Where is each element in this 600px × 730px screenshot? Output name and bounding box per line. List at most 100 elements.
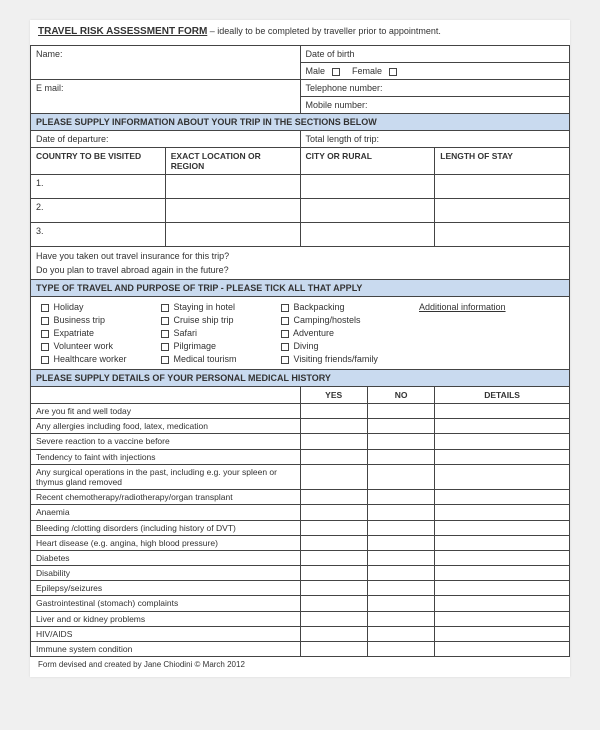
med-yes-5[interactable] bbox=[300, 490, 367, 505]
med-no-11[interactable] bbox=[367, 581, 434, 596]
med-yes-1[interactable] bbox=[300, 419, 367, 434]
medical-section-header: PLEASE SUPPLY DETAILS OF YOUR PERSONAL M… bbox=[31, 370, 570, 387]
med-q-15: Immune system condition bbox=[31, 642, 301, 657]
email-field[interactable]: E mail: bbox=[31, 80, 301, 114]
country-1[interactable]: 1. bbox=[31, 175, 166, 199]
med-no-4[interactable] bbox=[367, 464, 434, 489]
col-details: DETAILS bbox=[435, 387, 570, 404]
stay-3[interactable] bbox=[435, 223, 570, 247]
med-details-9[interactable] bbox=[435, 550, 570, 565]
med-details-0[interactable] bbox=[435, 404, 570, 419]
med-details-6[interactable] bbox=[435, 505, 570, 520]
additional-info-link[interactable]: Additional information bbox=[419, 302, 561, 312]
country-2[interactable]: 2. bbox=[31, 199, 166, 223]
med-no-9[interactable] bbox=[367, 550, 434, 565]
med-details-7[interactable] bbox=[435, 520, 570, 535]
cityrural-2[interactable] bbox=[300, 199, 435, 223]
med-yes-13[interactable] bbox=[300, 611, 367, 626]
departure-field[interactable]: Date of departure: bbox=[31, 131, 301, 148]
telephone-field[interactable]: Telephone number: bbox=[300, 80, 570, 97]
med-details-2[interactable] bbox=[435, 434, 570, 449]
opt-backpacking[interactable]: Backpacking bbox=[279, 302, 419, 312]
cityrural-1[interactable] bbox=[300, 175, 435, 199]
female-checkbox[interactable] bbox=[389, 68, 397, 76]
opt-camping[interactable]: Camping/hostels bbox=[279, 315, 419, 325]
med-q-1: Any allergies including food, latex, med… bbox=[31, 419, 301, 434]
opt-expatriate[interactable]: Expatriate bbox=[39, 328, 159, 338]
med-no-0[interactable] bbox=[367, 404, 434, 419]
form-table: Name: Date of birth Male Female E mail: … bbox=[30, 45, 570, 657]
stay-2[interactable] bbox=[435, 199, 570, 223]
med-details-8[interactable] bbox=[435, 535, 570, 550]
med-q-0: Are you fit and well today bbox=[31, 404, 301, 419]
med-no-12[interactable] bbox=[367, 596, 434, 611]
med-details-15[interactable] bbox=[435, 642, 570, 657]
location-2[interactable] bbox=[165, 199, 300, 223]
med-q-3: Tendency to faint with injections bbox=[31, 449, 301, 464]
mobile-field[interactable]: Mobile number: bbox=[300, 97, 570, 114]
med-no-13[interactable] bbox=[367, 611, 434, 626]
male-checkbox[interactable] bbox=[332, 68, 340, 76]
med-yes-8[interactable] bbox=[300, 535, 367, 550]
med-no-10[interactable] bbox=[367, 566, 434, 581]
gender-field[interactable]: Male Female bbox=[300, 63, 570, 80]
trip-length-field[interactable]: Total length of trip: bbox=[300, 131, 570, 148]
opt-diving[interactable]: Diving bbox=[279, 341, 419, 351]
med-details-1[interactable] bbox=[435, 419, 570, 434]
med-yes-0[interactable] bbox=[300, 404, 367, 419]
opt-cruise[interactable]: Cruise ship trip bbox=[159, 315, 279, 325]
opt-pilgrimage[interactable]: Pilgrimage bbox=[159, 341, 279, 351]
col-location: EXACT LOCATION OR REGION bbox=[165, 148, 300, 175]
form-container: TRAVEL RISK ASSESSMENT FORM – ideally to… bbox=[30, 20, 570, 677]
opt-volunteer[interactable]: Volunteer work bbox=[39, 341, 159, 351]
opt-holiday[interactable]: Holiday bbox=[39, 302, 159, 312]
med-no-6[interactable] bbox=[367, 505, 434, 520]
opt-safari[interactable]: Safari bbox=[159, 328, 279, 338]
stay-1[interactable] bbox=[435, 175, 570, 199]
med-yes-2[interactable] bbox=[300, 434, 367, 449]
med-details-4[interactable] bbox=[435, 464, 570, 489]
med-yes-14[interactable] bbox=[300, 626, 367, 641]
purpose-options: Holiday Staying in hotel Backpacking Add… bbox=[31, 297, 570, 370]
med-no-5[interactable] bbox=[367, 490, 434, 505]
med-details-10[interactable] bbox=[435, 566, 570, 581]
med-yes-15[interactable] bbox=[300, 642, 367, 657]
med-yes-6[interactable] bbox=[300, 505, 367, 520]
med-details-12[interactable] bbox=[435, 596, 570, 611]
med-yes-7[interactable] bbox=[300, 520, 367, 535]
dob-field[interactable]: Date of birth bbox=[300, 46, 570, 63]
opt-hotel[interactable]: Staying in hotel bbox=[159, 302, 279, 312]
country-3[interactable]: 3. bbox=[31, 223, 166, 247]
name-field[interactable]: Name: bbox=[31, 46, 301, 80]
med-yes-9[interactable] bbox=[300, 550, 367, 565]
opt-business[interactable]: Business trip bbox=[39, 315, 159, 325]
col-yes: YES bbox=[300, 387, 367, 404]
med-blank-header bbox=[31, 387, 301, 404]
location-1[interactable] bbox=[165, 175, 300, 199]
med-details-3[interactable] bbox=[435, 449, 570, 464]
med-no-8[interactable] bbox=[367, 535, 434, 550]
med-no-7[interactable] bbox=[367, 520, 434, 535]
med-yes-12[interactable] bbox=[300, 596, 367, 611]
med-details-5[interactable] bbox=[435, 490, 570, 505]
cityrural-3[interactable] bbox=[300, 223, 435, 247]
med-no-3[interactable] bbox=[367, 449, 434, 464]
opt-visiting[interactable]: Visiting friends/family bbox=[279, 354, 419, 364]
med-yes-11[interactable] bbox=[300, 581, 367, 596]
opt-adventure[interactable]: Adventure bbox=[279, 328, 419, 338]
opt-healthcare[interactable]: Healthcare worker bbox=[39, 354, 159, 364]
col-city-rural: CITY OR RURAL bbox=[300, 148, 435, 175]
opt-medical-tourism[interactable]: Medical tourism bbox=[159, 354, 279, 364]
med-no-15[interactable] bbox=[367, 642, 434, 657]
med-yes-4[interactable] bbox=[300, 464, 367, 489]
med-no-1[interactable] bbox=[367, 419, 434, 434]
med-no-14[interactable] bbox=[367, 626, 434, 641]
location-3[interactable] bbox=[165, 223, 300, 247]
med-details-14[interactable] bbox=[435, 626, 570, 641]
med-details-13[interactable] bbox=[435, 611, 570, 626]
med-no-2[interactable] bbox=[367, 434, 434, 449]
med-details-11[interactable] bbox=[435, 581, 570, 596]
insurance-question[interactable]: Have you taken out travel insurance for … bbox=[31, 247, 570, 280]
med-yes-3[interactable] bbox=[300, 449, 367, 464]
med-yes-10[interactable] bbox=[300, 566, 367, 581]
